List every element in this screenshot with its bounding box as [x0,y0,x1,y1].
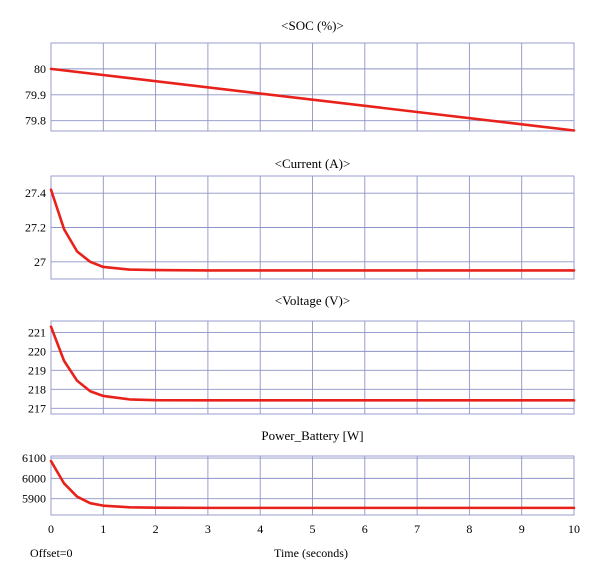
panel: Power_Battery [W] 6100 6000 5900 [22,428,576,516]
panels-layer: <SOC (%)> 80 79.9 79.8 <Current (A)> 27.4 27.2… [22,18,576,516]
series-line [49,459,576,510]
panel-title: <SOC (%)> [281,18,344,33]
series-line [49,67,576,132]
y-tick-label: 6000 [22,471,46,485]
y-tick-label: 27.2 [25,221,46,235]
y-tick-label: 6100 [22,451,46,465]
panel: <Voltage (V)> 221 220 219 218 217 [28,293,576,415]
x-tick-label: 6 [362,522,368,536]
y-tick-label: 220 [28,344,46,358]
x-tick-label: 0 [48,522,54,536]
x-tick-label: 10 [568,522,580,536]
panel-title: <Voltage (V)> [275,293,350,308]
y-tick-label: 79.9 [25,88,46,102]
plot-frame [50,455,575,516]
y-tick-label: 221 [28,325,46,339]
x-tick-label: 9 [519,522,525,536]
y-tick-label: 218 [28,382,46,396]
panel-title: Power_Battery [W] [261,428,363,443]
y-tick-label: 219 [28,363,46,377]
x-tick-label: 1 [100,522,106,536]
x-axis-label: Time (seconds) [274,546,348,560]
plot-frame [50,42,575,132]
offset-label: Offset=0 [30,546,73,560]
plot-frame [50,175,575,280]
series-line [49,188,576,272]
y-tick-label: 80 [34,62,46,76]
x-tick-label: 3 [205,522,211,536]
y-tick-label: 217 [28,401,46,415]
x-tick-label: 2 [153,522,159,536]
series-line [49,325,576,402]
y-tick-label: 27 [34,255,46,269]
y-tick-label: 79.8 [25,114,46,128]
panel-title: <Current (A)> [275,156,351,171]
panel: <Current (A)> 27.4 27.2 27 [25,156,576,280]
x-tick-label: 4 [257,522,263,536]
x-tick-label: 7 [414,522,420,536]
x-tick-label: 5 [310,522,316,536]
y-tick-label: 27.4 [25,186,46,200]
y-tick-label: 5900 [22,492,46,506]
plot-frame [50,320,575,415]
x-tick-label: 8 [466,522,472,536]
panel: <SOC (%)> 80 79.9 79.8 [25,18,576,132]
x-axis: 0 1 2 3 4 5 6 7 8 9 10 [48,522,580,536]
